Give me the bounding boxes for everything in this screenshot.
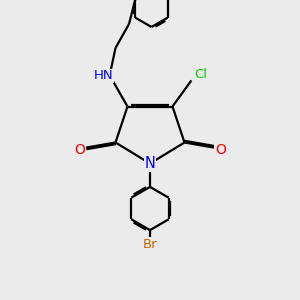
Text: O: O xyxy=(215,143,226,157)
Text: N: N xyxy=(145,156,155,171)
Text: O: O xyxy=(74,143,85,157)
Text: Br: Br xyxy=(143,238,157,251)
Text: Cl: Cl xyxy=(194,68,207,81)
Text: HN: HN xyxy=(94,69,113,82)
